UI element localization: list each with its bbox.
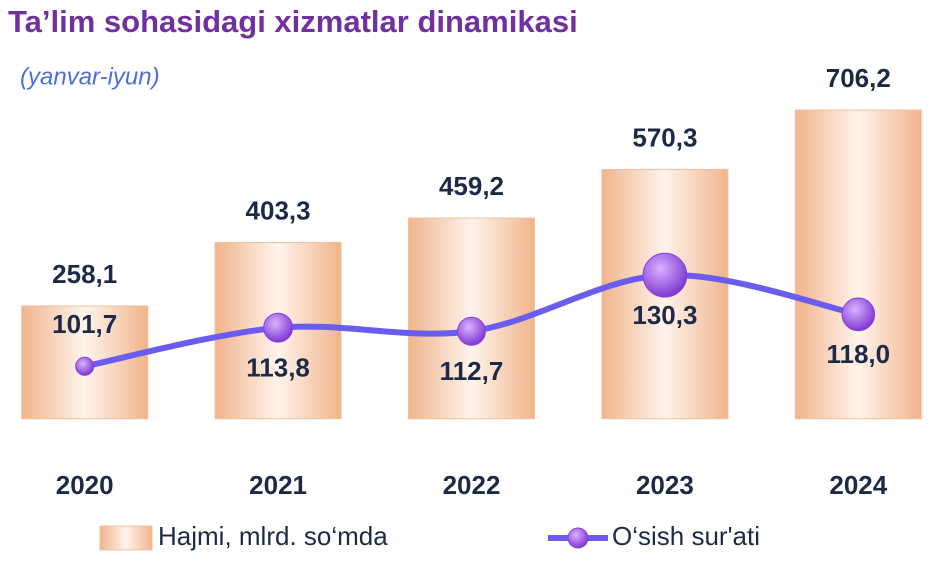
- x-tick-label: 2021: [249, 470, 307, 500]
- legend-label: Hajmi, mlrd. so‘mda: [158, 521, 388, 551]
- line-value-label: 112,7: [440, 356, 504, 386]
- bar-value-label: 570,3: [632, 122, 697, 152]
- chart-subtitle: (yanvar-iyun): [20, 63, 160, 90]
- line-marker: [263, 312, 294, 343]
- line-value-label: 113,8: [246, 353, 310, 383]
- x-tick-label: 2023: [636, 470, 694, 500]
- chart-title: Ta’lim sohasidagi xizmatlar dinamikasi: [8, 4, 578, 39]
- bar-value-label: 459,2: [439, 171, 504, 201]
- bar-value-label: 706,2: [826, 63, 891, 93]
- line-marker: [457, 316, 486, 346]
- line-marker: [841, 297, 876, 332]
- legend-marker: [567, 527, 589, 549]
- line-marker: [642, 252, 688, 298]
- x-tick-label: 2022: [443, 470, 501, 500]
- legend-label: O‘sish sur'ati: [612, 521, 760, 551]
- bar-value-label: 258,1: [52, 259, 117, 289]
- line-value-label: 101,7: [52, 309, 117, 339]
- bar: [794, 109, 922, 420]
- x-tick-label: 2024: [829, 470, 887, 500]
- bar-value-label: 403,3: [246, 195, 311, 225]
- legend-swatch: [99, 525, 153, 551]
- x-tick-label: 2020: [56, 470, 114, 500]
- line-value-label: 118,0: [826, 339, 890, 369]
- line-value-label: 130,3: [632, 300, 697, 330]
- line-marker: [75, 356, 95, 376]
